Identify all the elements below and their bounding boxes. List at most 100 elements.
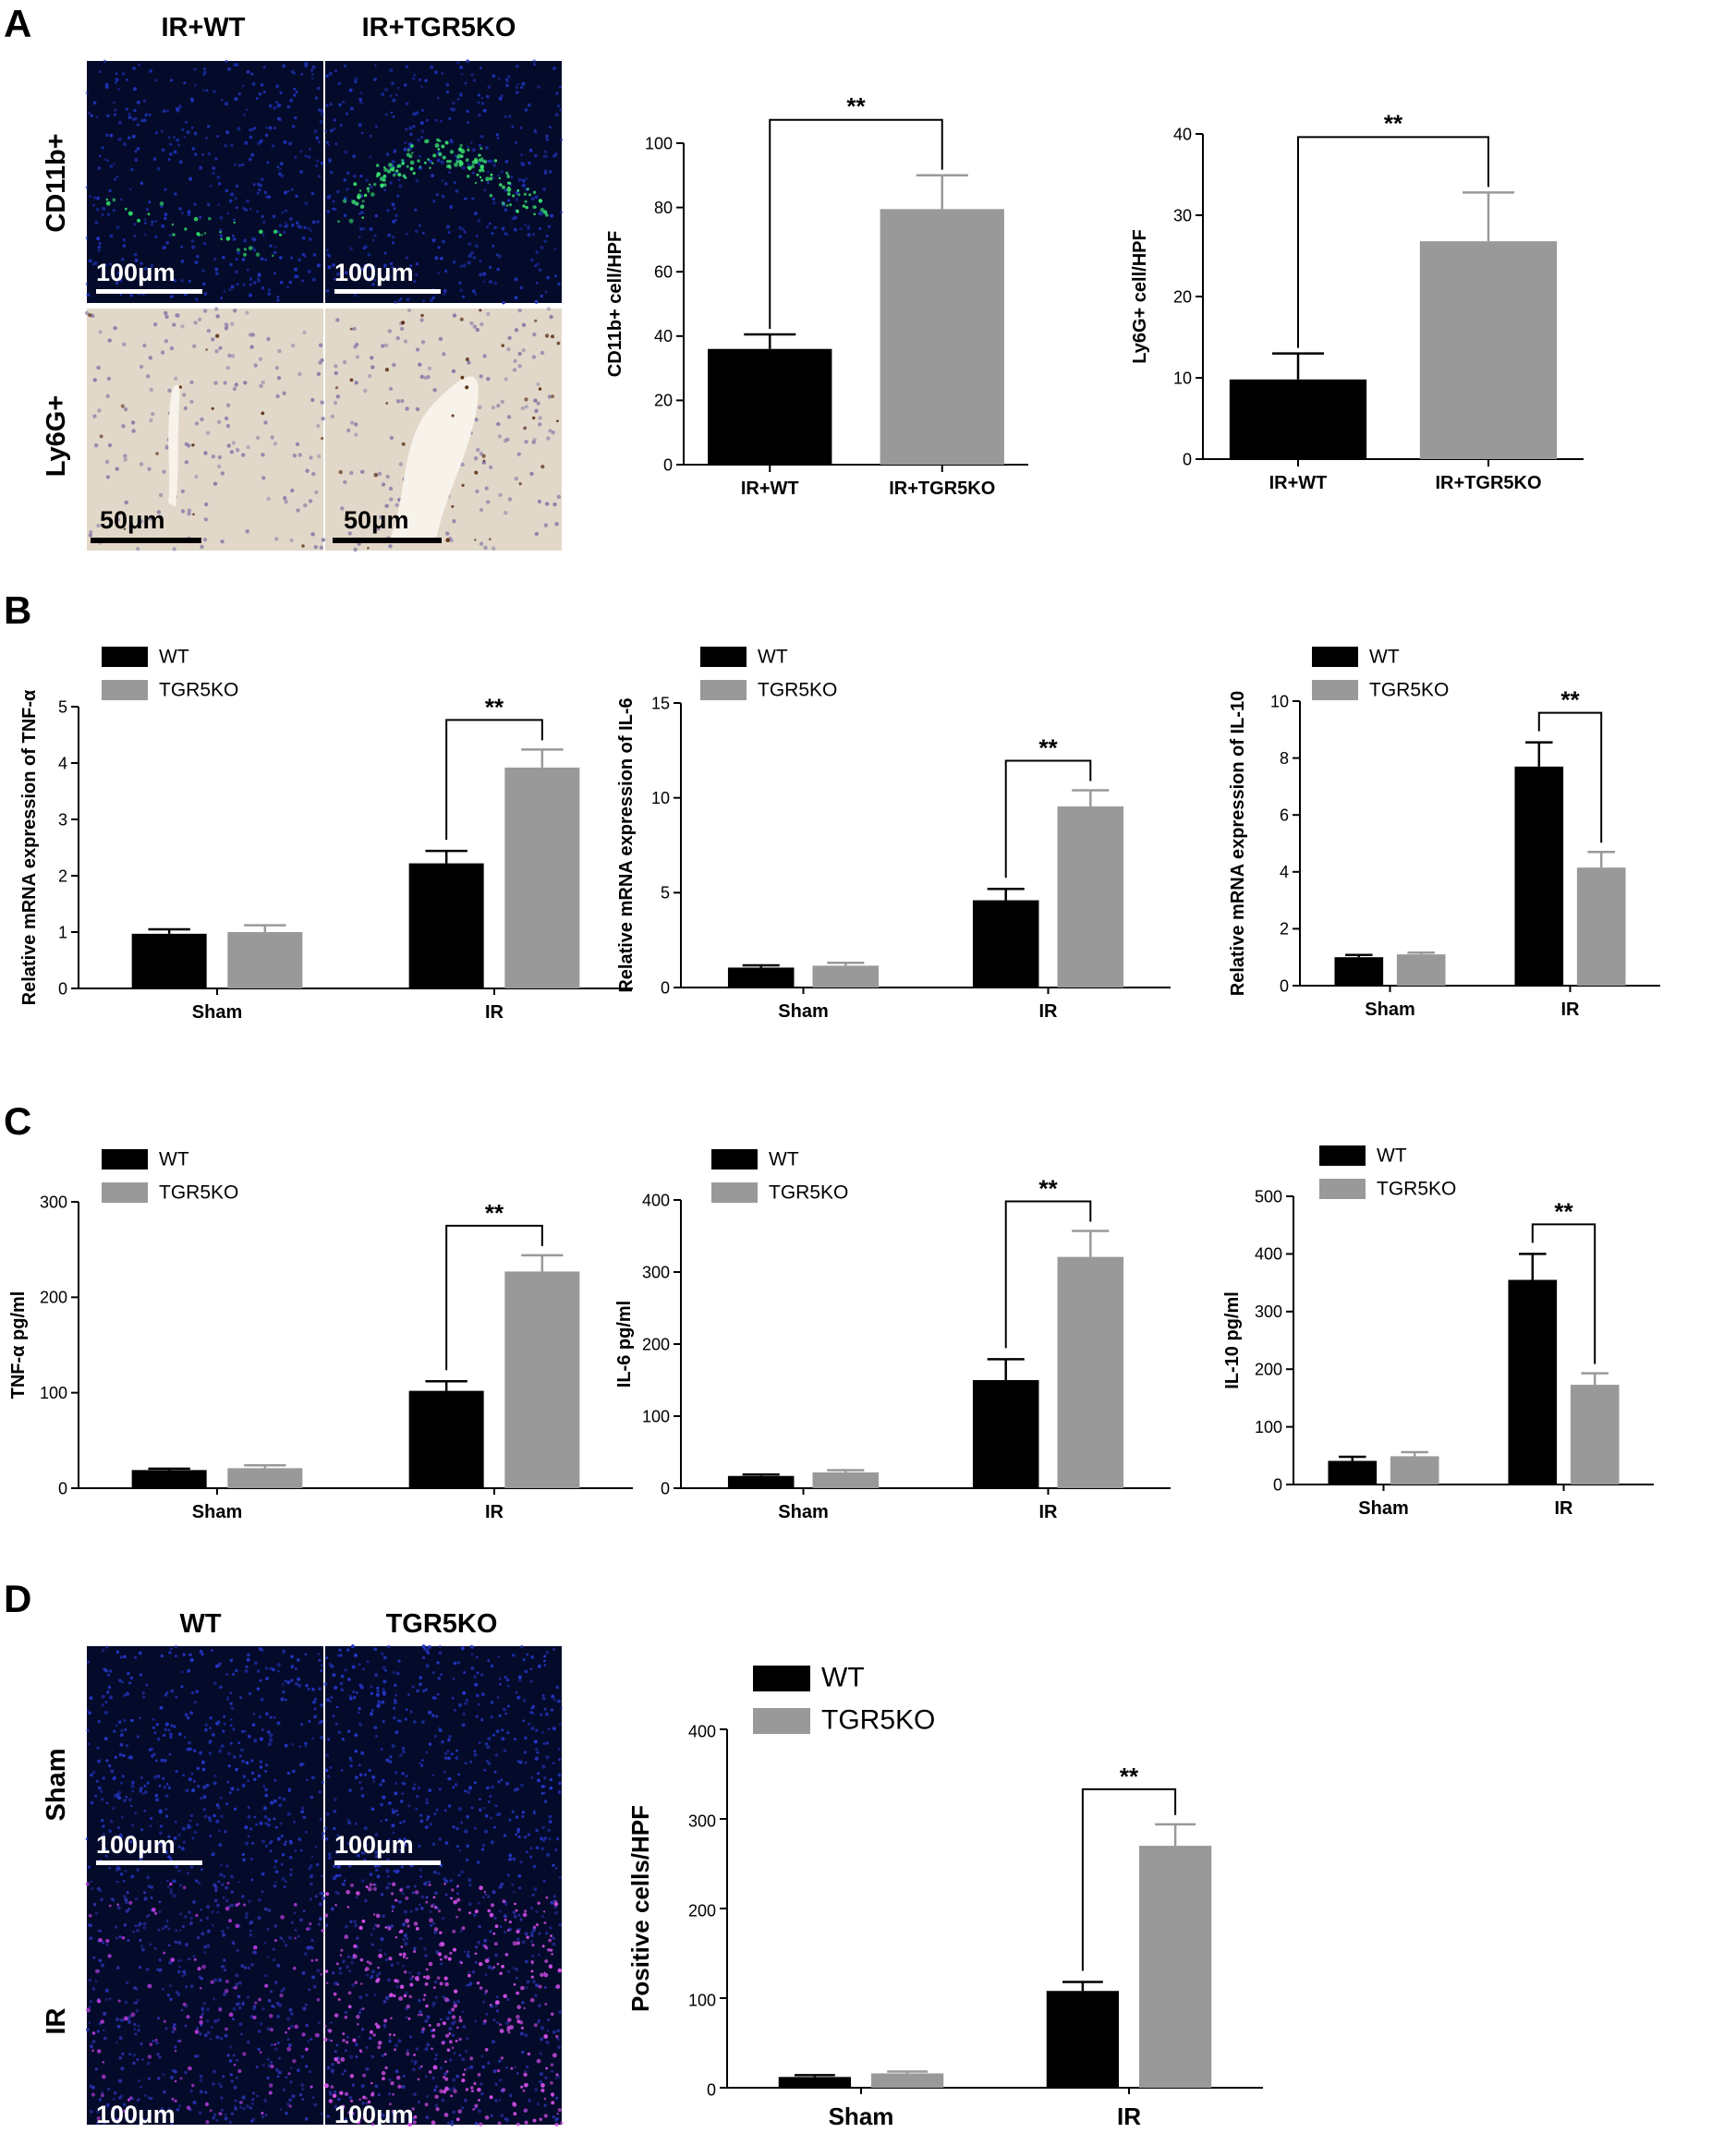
y-tick-label: 400 <box>642 1191 670 1209</box>
image-texture <box>85 1881 326 2126</box>
scale-bar-label: 100μm <box>96 259 176 286</box>
scale-bar <box>334 1860 441 1865</box>
image-texture <box>85 1644 325 1889</box>
y-axis-label: CD11b+ cell/HPF <box>605 231 625 377</box>
significance-bracket <box>445 719 543 841</box>
significance-label: ** <box>1120 1763 1139 1790</box>
panel-d-col-title-wt: WT <box>179 1609 221 1639</box>
y-tick-label: 200 <box>40 1289 67 1307</box>
x-tick-label: IR <box>1039 1502 1059 1522</box>
significance-bracket <box>1531 1223 1596 1364</box>
y-tick-label: 100 <box>1255 1418 1282 1436</box>
legend-swatch <box>1312 680 1358 700</box>
panel-a-col-title-ko: IR+TGR5KO <box>362 13 516 42</box>
y-tick-label: 4 <box>58 754 67 772</box>
chart-il6-protein: 0 100 200 300 400 IL-6 pg/ml Sham IR ** WT TGR5KO <box>614 1149 1171 1522</box>
y-tick-label: 100 <box>645 134 673 152</box>
y-tick-label: 0 <box>661 1479 670 1497</box>
panel-d-row-label-sham: Sham <box>42 1749 71 1822</box>
chart-il10-protein: 0 100 200 300 400 500 IL-10 pg/ml Sham IR ** WT TGR… <box>1222 1145 1654 1519</box>
y-tick-label: 40 <box>654 327 673 345</box>
y-tick-label: 300 <box>1255 1303 1282 1321</box>
sham-ko-image <box>323 1644 563 1890</box>
x-tick-label: IR+WT <box>741 479 799 499</box>
y-tick-label: 2 <box>1280 920 1289 939</box>
bar <box>131 1470 207 1488</box>
image-background <box>87 309 323 551</box>
y-tick-label: 5 <box>58 697 67 716</box>
y-axis-label: TNF-α pg/ml <box>8 1291 29 1400</box>
bar <box>227 932 303 988</box>
legend-swatch <box>102 680 148 700</box>
x-tick-label: Sham <box>192 1002 242 1023</box>
y-tick-label: 5 <box>661 884 670 903</box>
legend-label: WT <box>769 1149 799 1170</box>
y-tick-label: 80 <box>654 199 673 217</box>
bar <box>870 2073 944 2088</box>
bar <box>1419 241 1558 459</box>
y-axis-label: Relative mRNA expression of TNF-α <box>19 689 40 1005</box>
scale-bar <box>96 2130 202 2135</box>
chart-tnf-mrna: 0 1 2 3 4 5 Relative mRNA expression of TNF-α S… <box>19 647 633 1023</box>
legend-label: WT <box>821 1662 865 1692</box>
y-tick-label: 15 <box>651 694 670 712</box>
y-tick-label: 100 <box>642 1407 670 1425</box>
scale-bar-label: 100μm <box>96 2101 176 2128</box>
image-background <box>87 61 323 303</box>
chart-positive-cells: 0 100 200 300 400 Positive cells/HPF Sham IR ** W… <box>626 1662 1263 2130</box>
bar <box>1508 1279 1558 1485</box>
chart-ly6g-count: 0 10 20 30 40 Ly6G+ cell/HPF IR+WT IR+TGR5KO ** <box>1130 109 1584 493</box>
legend-swatch <box>1319 1145 1366 1166</box>
scale-bar-label: 100μm <box>334 2101 414 2128</box>
chart-cd11b-count: 0 20 40 60 80 100 CD11b+ cell/HPF IR+WT IR+TGR5K… <box>605 92 1028 499</box>
x-tick-label: IR <box>1561 1000 1581 1020</box>
y-tick-label: 8 <box>1280 749 1289 768</box>
bar <box>708 348 832 465</box>
legend-swatch <box>711 1182 758 1203</box>
scale-bar-label: 100μm <box>96 1831 176 1859</box>
y-tick-label: 0 <box>661 978 670 997</box>
panel-a-label: A <box>4 2 31 45</box>
y-tick-label: 100 <box>40 1384 67 1402</box>
y-tick-label: 0 <box>663 455 673 474</box>
y-tick-label: 100 <box>688 1991 716 2009</box>
legend-label: TGR5KO <box>1369 680 1449 701</box>
y-tick-label: 6 <box>1280 806 1289 825</box>
legend-label: WT <box>159 1149 189 1170</box>
significance-label: ** <box>485 693 504 721</box>
y-tick-label: 0 <box>58 1479 67 1497</box>
y-tick-label: 10 <box>1270 692 1289 710</box>
y-tick-label: 20 <box>1173 287 1192 306</box>
x-tick-label: Sham <box>778 1001 828 1022</box>
scale-bar <box>91 538 201 543</box>
bar <box>504 767 580 988</box>
bar <box>1057 806 1124 988</box>
image-texture <box>330 307 562 551</box>
y-tick-label: 0 <box>1273 1475 1282 1494</box>
x-tick-label: IR <box>1039 1001 1059 1022</box>
bar <box>227 1468 303 1488</box>
scale-bar <box>334 289 441 294</box>
x-tick-label: IR+TGR5KO <box>889 479 995 499</box>
chart-il10-mrna: 0 2 4 6 8 10 Relative mRNA expression of IL-10… <box>1228 647 1660 1020</box>
legend-label: TGR5KO <box>821 1704 935 1735</box>
x-tick-label: Sham <box>778 1502 828 1522</box>
y-tick-label: 300 <box>688 1812 716 1830</box>
significance-label: ** <box>485 1199 504 1227</box>
legend-label: TGR5KO <box>159 680 238 701</box>
y-tick-label: 200 <box>642 1335 670 1353</box>
legend-label: WT <box>1369 647 1400 668</box>
legend-swatch <box>102 1182 148 1203</box>
x-tick-label: IR <box>485 1502 504 1522</box>
panel-a-row-label-ly6g: Ly6G+ <box>42 395 71 477</box>
scale-bar-label: 50μm <box>344 506 409 534</box>
legend-swatch <box>1319 1179 1366 1199</box>
significance-label: ** <box>846 92 866 120</box>
y-tick-label: 300 <box>40 1193 67 1211</box>
scale-bar-label: 100μm <box>334 259 414 286</box>
scale-bar-label: 50μm <box>100 506 165 534</box>
legend-label: TGR5KO <box>159 1182 238 1204</box>
x-tick-label: Sham <box>192 1502 242 1522</box>
legend-label: WT <box>1377 1145 1407 1167</box>
bar <box>1046 1991 1120 2088</box>
